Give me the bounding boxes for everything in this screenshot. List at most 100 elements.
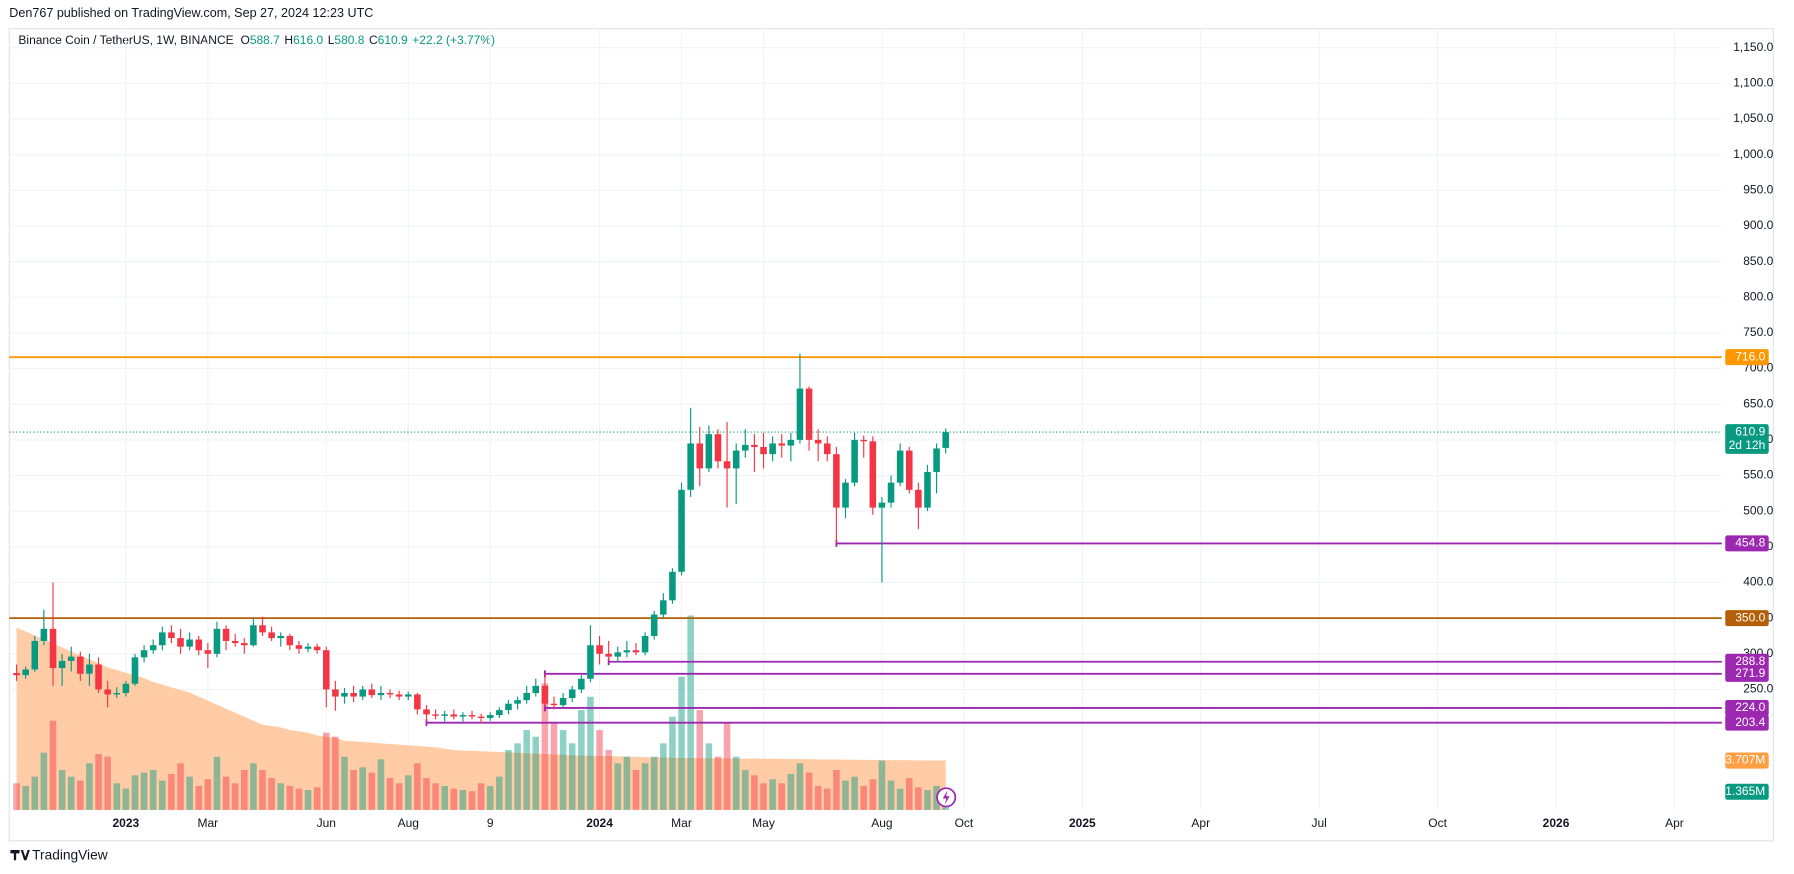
volume-bar (404, 775, 412, 810)
volume-bar (796, 763, 804, 810)
y-tick-label: 550.0 (1743, 468, 1773, 482)
volume-bar (514, 743, 521, 810)
candle-body (587, 645, 594, 679)
volume-bar (259, 769, 266, 810)
x-tick-label: Jul (1312, 816, 1327, 830)
candle-body (496, 710, 503, 716)
candle-body (140, 650, 148, 658)
level-badge: 271.9 (1735, 666, 1765, 680)
volume-bar (678, 676, 685, 810)
candle-body (58, 660, 66, 669)
candle-body (122, 683, 130, 694)
volume-bar (477, 783, 485, 810)
volume-bar (213, 756, 221, 810)
ohlc-value: 580.8 (334, 33, 364, 47)
volume-bar (241, 769, 248, 810)
candle-body (441, 714, 448, 716)
candle-body (341, 693, 348, 697)
volume-bar (304, 789, 312, 810)
candle-body (149, 645, 157, 651)
volume-bar (268, 777, 275, 810)
candle-body (842, 482, 849, 508)
x-tick-label: Apr (1191, 816, 1210, 830)
y-tick-label: 1,100.0 (1733, 76, 1773, 90)
volume-bar (468, 791, 476, 810)
candle-body (687, 443, 694, 490)
volume-bar (824, 788, 831, 810)
volume-bar (915, 787, 922, 810)
volume-bar (559, 730, 567, 810)
volume-bar (887, 780, 895, 810)
volume-bar (842, 780, 849, 810)
candle-body (559, 697, 567, 706)
y-tick-label: 850.0 (1743, 254, 1773, 268)
volume-ma-badge: 3.707M (1725, 753, 1765, 767)
x-tick-label: Mar (671, 816, 692, 830)
volume-bar (423, 777, 430, 810)
candle-body (523, 693, 530, 701)
candle-body (222, 628, 230, 641)
volume-bar (450, 788, 458, 810)
candle-body (915, 489, 922, 508)
volume-bar (49, 720, 57, 810)
y-tick-label: 250.0 (1743, 682, 1773, 696)
volume-bar (650, 756, 658, 810)
level-badge-bg (1725, 535, 1769, 552)
candle-body (304, 646, 312, 649)
candle-body (805, 388, 813, 440)
candle-body (468, 715, 476, 717)
candle-body (614, 652, 622, 657)
candle-body (22, 669, 29, 676)
volume-badge-bg (1725, 783, 1769, 800)
candle-body (742, 444, 749, 451)
volume-bar (31, 776, 39, 810)
candle-body (678, 489, 685, 572)
candle-body (241, 643, 248, 646)
price-badge: 610.9 (1735, 424, 1765, 438)
volume-bar (395, 783, 403, 810)
x-tick-label: May (752, 816, 775, 830)
candle-body (414, 694, 421, 710)
y-tick-label: 1,150.0 (1733, 40, 1773, 54)
volume-bar (286, 785, 294, 810)
level-badge: 350.0 (1735, 610, 1765, 624)
candle-body (814, 439, 822, 444)
volume-bar (313, 787, 321, 810)
candle-body (67, 656, 75, 661)
volume-bar (869, 779, 877, 810)
volume-bar (496, 776, 503, 810)
candle-body (778, 443, 786, 446)
volume-bar (687, 615, 694, 810)
volume-bar (204, 779, 212, 810)
volume-bar (368, 772, 376, 810)
candle-body (86, 664, 93, 674)
volume-badge: 1.365M (1725, 784, 1765, 798)
candle-body (186, 639, 193, 647)
candle-body (104, 689, 111, 695)
ohlc-key: H (284, 33, 293, 47)
volume-bar (587, 696, 594, 810)
candle-body (787, 439, 795, 446)
candle-body (860, 439, 867, 442)
candle-body (377, 693, 385, 696)
volume-bar (714, 756, 722, 810)
volume-bar (486, 785, 494, 810)
brand-logo (10, 849, 30, 861)
candle-body (486, 715, 494, 718)
volume-bar (605, 749, 612, 810)
candle-body (723, 461, 731, 469)
volume-bar (769, 779, 776, 810)
ohlc-key: O (240, 33, 249, 47)
volume-bar (641, 763, 649, 810)
brand-name: TradingView (32, 847, 108, 862)
y-tick-label: 500.0 (1743, 503, 1773, 517)
chart-frame (8, 28, 1774, 842)
candle-body (578, 678, 585, 690)
x-tick-label: Oct (955, 816, 974, 830)
volume-bar (896, 788, 904, 810)
candle-body (942, 432, 949, 448)
legend: Binance Coin / TetherUS, 1W, BINANCE O588… (18, 33, 495, 47)
y-tick-label: 950.0 (1743, 182, 1773, 196)
candle-body (505, 703, 512, 711)
candle-body (195, 639, 203, 651)
